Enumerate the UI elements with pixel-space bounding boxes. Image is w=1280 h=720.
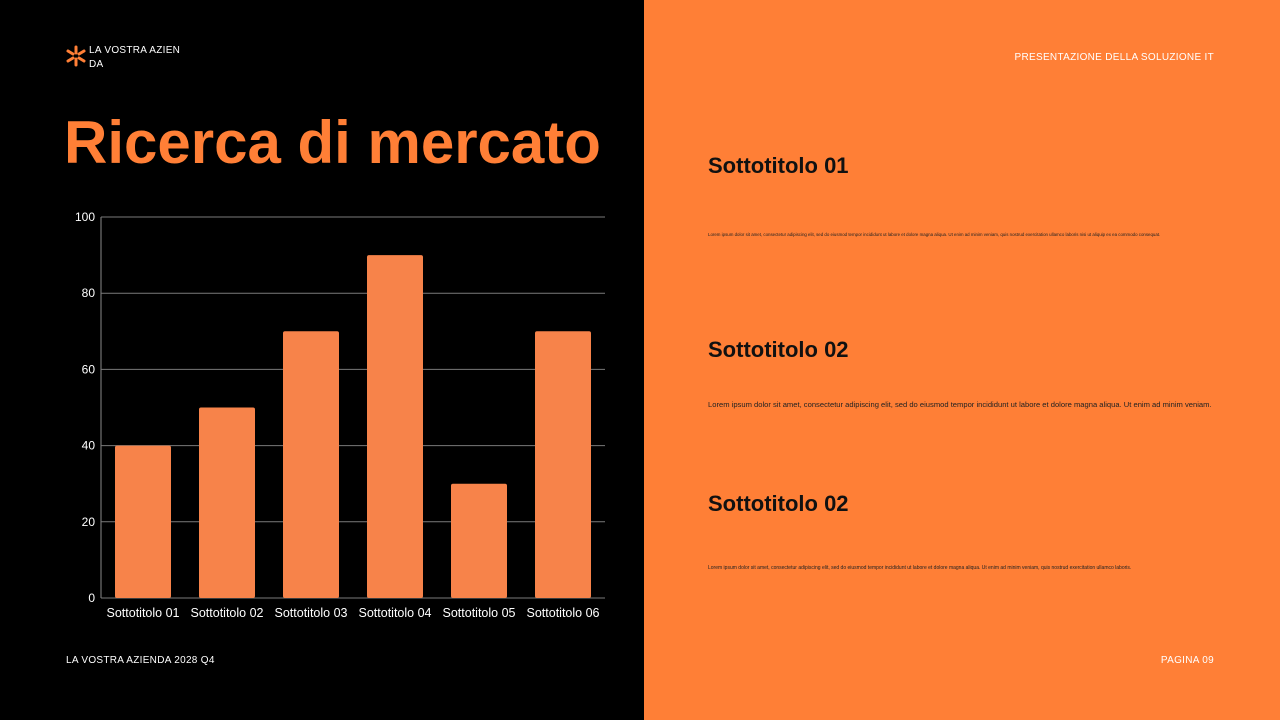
footer-company: LA VOSTRA AZIENDA 2028 Q4 xyxy=(66,655,215,666)
bar xyxy=(199,407,255,598)
section-1-subtitle: Sottotitolo 01 xyxy=(708,153,849,178)
y-tick-label: 20 xyxy=(82,515,96,529)
right-panel xyxy=(644,0,1280,720)
x-tick-label: Sottotitolo 05 xyxy=(443,606,516,620)
page-number: PAGINA 09 xyxy=(1160,655,1214,666)
company-logo: LA VOSTRA AZIENDA xyxy=(66,44,181,72)
x-tick-label: Sottotitolo 06 xyxy=(527,606,600,620)
x-tick-label: Sottotitolo 03 xyxy=(275,606,348,620)
bar xyxy=(283,331,339,598)
asterisk-logo-icon xyxy=(66,45,86,67)
x-tick-label: Sottotitolo 04 xyxy=(359,606,432,620)
x-tick-label: Sottotitolo 02 xyxy=(191,606,264,620)
bar-chart: 0 20 40 60 80 100 Sottotitolo 01 Sottotitolo 02… xyxy=(75,210,605,620)
section-1-text: Lorem ipsum dolor sit amet, consectetur … xyxy=(708,232,1161,237)
slide-title: Ricerca di mercato xyxy=(64,109,601,176)
company-name: LA VOSTRA AZIENDA xyxy=(89,45,181,70)
y-tick-label: 80 xyxy=(82,286,96,300)
y-tick-label: 60 xyxy=(82,362,96,376)
x-tick-label: Sottotitolo 01 xyxy=(107,606,180,620)
presentation-label: PRESENTAZIONE DELLA SOLUZIONE IT xyxy=(1014,52,1214,63)
y-tick-label: 0 xyxy=(88,591,95,605)
y-tick-label: 40 xyxy=(82,439,96,453)
bar xyxy=(367,255,423,598)
section-2-text: Lorem ipsum dolor sit amet, consectetur … xyxy=(708,400,1212,409)
section-2-subtitle: Sottotitolo 02 xyxy=(708,337,849,362)
section-3-subtitle: Sottotitolo 02 xyxy=(708,491,849,516)
bar xyxy=(535,331,591,598)
y-tick-label: 100 xyxy=(75,210,95,224)
bar xyxy=(115,445,171,598)
section-3-text: Lorem ipsum dolor sit amet, consectetur … xyxy=(708,565,1132,571)
bar xyxy=(451,483,507,598)
